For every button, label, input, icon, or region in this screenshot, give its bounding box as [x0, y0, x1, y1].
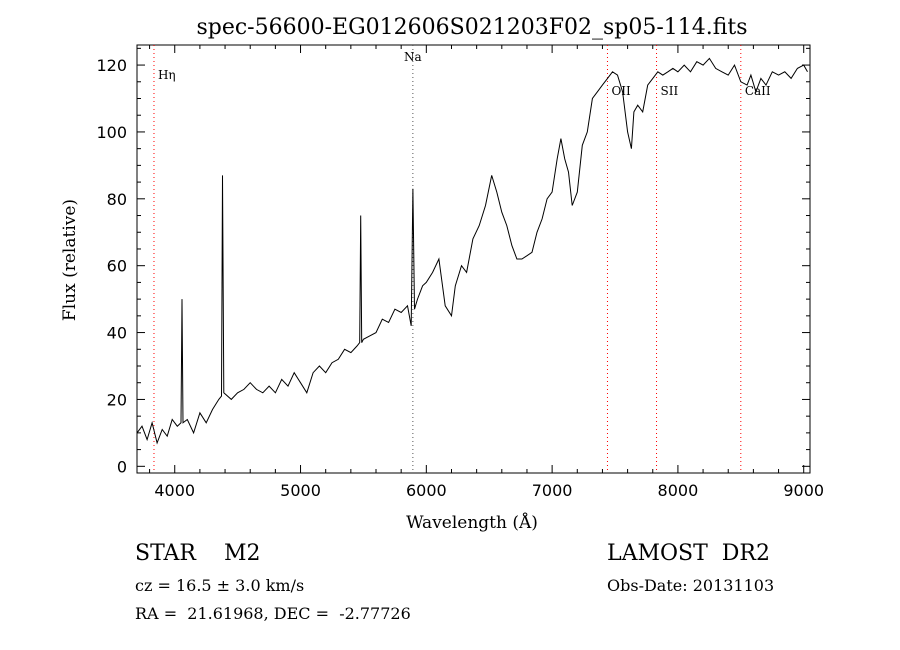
x-tick-label: 4000	[154, 481, 195, 500]
y-tick-label: 40	[107, 324, 127, 343]
spectral-line-label: Hη	[158, 68, 176, 82]
redshift-label: cz = 16.5 ± 3.0 km/s	[135, 576, 305, 595]
plot-frame	[136, 44, 811, 474]
x-tick-label: 6000	[406, 481, 447, 500]
y-tick-label: 100	[96, 123, 127, 142]
spectral-line-label: OII	[611, 84, 631, 98]
survey-label: LAMOST DR2	[607, 541, 770, 566]
x-tick-label: 7000	[532, 481, 573, 500]
chart-title: spec-56600-EG012606S021203F02_sp05-114.f…	[196, 15, 747, 40]
spectral-line-label: Na	[404, 50, 422, 64]
y-tick-label: 60	[107, 257, 127, 276]
y-axis-label: Flux (relative)	[60, 199, 80, 321]
y-tick-label: 80	[107, 190, 127, 209]
coordinates-label: RA = 21.61968, DEC = -2.77726	[135, 604, 411, 623]
object-class-label: STAR M2	[135, 541, 261, 566]
spectral-line-markers: Hη Na OII SII CaII	[153, 45, 771, 473]
x-tick-label: 5000	[280, 481, 321, 500]
axis-ticks: 4000 5000 6000 7000 8000 9000 0 20 40 60 80 100 120	[96, 45, 824, 500]
obs-date-label: Obs-Date: 20131103	[607, 576, 775, 595]
y-tick-label: 20	[107, 390, 127, 409]
spectral-line-label: SII	[661, 84, 679, 98]
spectral-line-label: CaII	[745, 84, 771, 98]
x-tick-label: 8000	[658, 481, 699, 500]
x-axis-label: Wavelength (Å)	[406, 512, 538, 533]
y-tick-label: 120	[96, 56, 127, 75]
spectrum-series	[136, 57, 808, 445]
spectrum-line	[136, 57, 808, 445]
y-tick-label: 0	[117, 457, 127, 476]
x-tick-label: 9000	[783, 481, 824, 500]
